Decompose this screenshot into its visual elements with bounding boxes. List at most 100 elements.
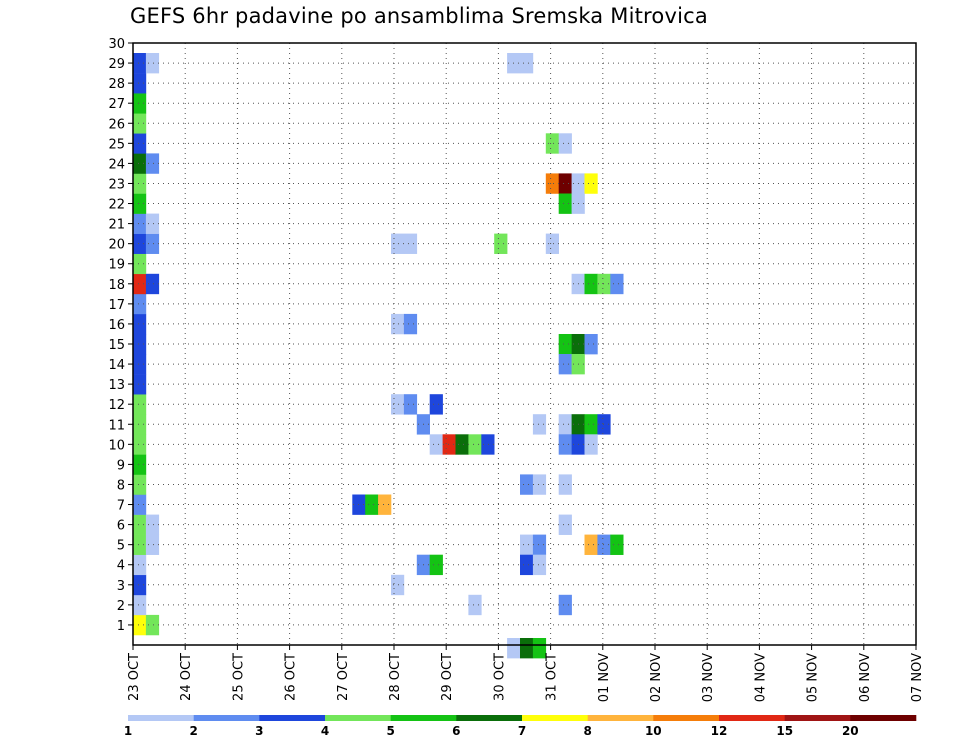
- y-tick-label: 29: [108, 57, 125, 72]
- heatmap-cell: [391, 574, 405, 596]
- heatmap-cell: [133, 133, 147, 154]
- heatmap-cell: [145, 514, 160, 535]
- heatmap-cell: [133, 334, 147, 355]
- colorbar-swatch: [128, 715, 194, 721]
- x-axis-ticks: 23 OCT 24 OCT 25 OCT 26 OCT 27 OCT 28 OCT 29 O…: [127, 645, 925, 702]
- y-tick-label: 3: [117, 579, 125, 594]
- y-tick-label: 7: [117, 499, 125, 514]
- heatmap-cell: [545, 133, 559, 154]
- heatmap-cell: [133, 153, 147, 174]
- heatmap-cell: [145, 614, 160, 636]
- heatmap-cell: [520, 534, 534, 555]
- colorbar-swatch: [850, 715, 917, 721]
- colorbar-swatch: [784, 715, 851, 721]
- heatmap-cell: [133, 574, 147, 596]
- heatmap-cell: [145, 213, 160, 234]
- colorbar-swatch: [587, 715, 654, 721]
- heatmap-cell: [133, 93, 147, 114]
- x-tick-label: 26 OCT: [284, 653, 299, 701]
- heatmap-cell: [133, 293, 147, 315]
- y-tick-label: 16: [108, 318, 125, 333]
- heatmap-cell: [133, 213, 147, 234]
- grid-lines: [133, 43, 916, 645]
- heatmap-cell: [133, 534, 147, 555]
- colorbar-swatch: [193, 715, 260, 721]
- heatmap-cell: [133, 614, 147, 636]
- y-tick-label: 18: [108, 278, 125, 293]
- heatmap-cell: [532, 554, 547, 576]
- colorbar-label: 1: [124, 724, 132, 738]
- y-tick-label: 17: [108, 298, 125, 313]
- heatmap-cell: [558, 173, 572, 194]
- heatmap-cell: [545, 233, 559, 254]
- y-tick-label: 30: [108, 37, 125, 52]
- x-tick-label: 07 NOV: [910, 653, 925, 702]
- heatmap-cell: [494, 233, 508, 254]
- y-tick-label: 4: [117, 559, 125, 574]
- colorbar-label: 10: [645, 724, 662, 738]
- heatmap-cell: [584, 173, 598, 194]
- heatmap-cell: [584, 334, 598, 355]
- heatmap-cell: [133, 474, 147, 495]
- heatmap-cell: [520, 474, 534, 495]
- y-tick-label: 20: [108, 238, 125, 253]
- heatmap-cell: [133, 394, 147, 415]
- x-tick-label: 06 NOV: [858, 653, 873, 702]
- y-tick-label: 27: [108, 97, 125, 112]
- heatmap-cell: [133, 374, 147, 395]
- y-tick-label: 13: [108, 378, 125, 393]
- heatmap-cell: [455, 434, 469, 455]
- heatmap-cell: [545, 173, 559, 194]
- heatmap-cell: [584, 414, 598, 435]
- heatmap-cell: [391, 394, 405, 415]
- colorbar-label: 6: [452, 724, 460, 738]
- heatmap-cell: [133, 494, 147, 515]
- x-tick-label: 01 NOV: [597, 653, 612, 702]
- x-tick-label: 24 OCT: [179, 653, 194, 701]
- y-axis-ticks: 1234567891011121314151617181920212223242…: [108, 37, 133, 634]
- y-tick-label: 25: [108, 137, 125, 152]
- colorbar: 1 2 3 4 5 6 7 8 10 12 15 20: [124, 715, 917, 738]
- heatmap-cell: [610, 273, 624, 295]
- heatmap-cell: [558, 594, 572, 616]
- heatmap-cell: [558, 474, 572, 495]
- heatmap-cell: [558, 434, 572, 455]
- heatmap-cell: [520, 638, 534, 659]
- heatmap-cell: [558, 414, 572, 435]
- heatmap-cell: [378, 494, 392, 515]
- heatmap-cell: [468, 594, 482, 616]
- heatmap-cell: [133, 594, 147, 616]
- heatmap-cell: [520, 53, 534, 74]
- colorbar-label: 2: [190, 724, 198, 738]
- y-tick-label: 23: [108, 177, 125, 192]
- heatmap-cell: [429, 394, 443, 415]
- y-tick-label: 11: [108, 418, 125, 433]
- x-tick-label: 03 NOV: [701, 653, 716, 702]
- colorbar-label: 4: [321, 724, 329, 738]
- heatmap-cell: [429, 434, 443, 455]
- heatmap-cell: [532, 474, 547, 495]
- colorbar-label: 7: [518, 724, 526, 738]
- heatmap-cell: [558, 514, 572, 535]
- colorbar-label: 15: [776, 724, 793, 738]
- x-tick-label: 28 OCT: [388, 653, 403, 701]
- y-tick-label: 10: [108, 438, 125, 453]
- heatmap-cell: [133, 313, 147, 335]
- y-tick-label: 9: [117, 458, 125, 473]
- heatmap-cell: [403, 313, 418, 335]
- heatmap-cell: [391, 233, 405, 254]
- heatmap-cell: [133, 454, 147, 475]
- heatmap-cell: [584, 434, 598, 455]
- heatmap-cell: [532, 414, 547, 435]
- heatmap-cell: [133, 113, 147, 134]
- heatmap-cell: [532, 638, 547, 659]
- y-tick-label: 26: [108, 117, 125, 132]
- colorbar-swatch: [259, 715, 326, 721]
- colorbar-swatch: [325, 715, 391, 721]
- x-tick-label: 31 OCT: [545, 653, 560, 701]
- heatmap-cell: [145, 53, 160, 74]
- heatmap-cell: [520, 554, 534, 576]
- x-tick-label: 04 NOV: [753, 653, 768, 702]
- heatmap-cell: [532, 534, 547, 555]
